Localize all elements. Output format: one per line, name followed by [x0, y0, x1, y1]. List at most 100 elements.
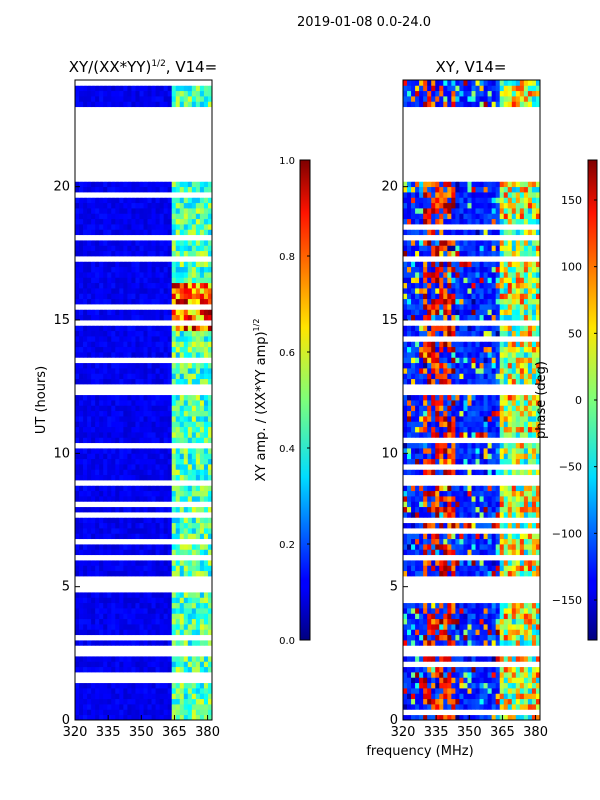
heatmap-cell	[155, 181, 161, 188]
heatmap-cell	[187, 176, 193, 182]
heatmap-cell	[111, 416, 116, 422]
heatmap-cell	[171, 544, 177, 550]
heatmap-cell	[187, 160, 193, 166]
heatmap-cell	[155, 85, 161, 92]
heatmap-cell	[203, 554, 209, 561]
colorbar-tick-label: 0.4	[279, 444, 295, 455]
heatmap-cell	[111, 512, 116, 518]
heatmap-cell	[171, 181, 177, 188]
heatmap-cell	[139, 208, 144, 214]
heatmap-cell	[131, 384, 136, 390]
heatmap-cell	[131, 213, 136, 220]
heatmap-cell	[155, 218, 161, 225]
heatmap-cell	[135, 688, 140, 694]
heatmap-cell	[95, 352, 100, 358]
heatmap-cell	[83, 229, 88, 236]
heatmap-cell	[487, 714, 493, 720]
heatmap-cell	[151, 314, 156, 321]
heatmap-cell	[111, 624, 116, 630]
heatmap-cell	[111, 234, 116, 241]
heatmap-cell	[207, 469, 212, 476]
heatmap-cell	[403, 656, 408, 662]
heatmap-cell	[163, 650, 169, 657]
heatmap-cell	[119, 704, 124, 710]
heatmap-cell	[119, 282, 124, 289]
heatmap-cell	[199, 202, 205, 209]
heatmap-cell	[207, 698, 212, 705]
heatmap-cell	[119, 426, 124, 433]
heatmap-cell	[199, 464, 205, 470]
heatmap-cell	[487, 645, 493, 652]
heatmap-cell	[83, 661, 88, 668]
heatmap-cell	[111, 325, 116, 332]
heatmap-cell	[107, 90, 112, 97]
heatmap-cell	[187, 453, 193, 460]
heatmap-cell	[499, 618, 505, 625]
heatmap-cell	[503, 688, 509, 694]
heatmap-cell	[179, 704, 185, 710]
heatmap-cell	[95, 224, 100, 230]
heatmap-cell	[139, 293, 144, 300]
heatmap-cell	[111, 448, 116, 454]
heatmap-cell	[503, 608, 509, 614]
heatmap-cell	[119, 336, 124, 342]
heatmap-cell	[139, 330, 144, 337]
heatmap-cell	[163, 186, 169, 193]
heatmap-cell	[431, 608, 436, 614]
heatmap-cell	[503, 666, 509, 673]
heatmap-cell	[87, 80, 92, 86]
heatmap-cell	[195, 378, 201, 385]
heatmap-cell	[191, 277, 197, 284]
heatmap-cell	[95, 672, 100, 678]
heatmap-cell	[171, 394, 177, 401]
heatmap-cell	[99, 544, 104, 550]
heatmap-cell	[91, 266, 96, 273]
heatmap-cell	[139, 661, 144, 668]
heatmap-cell	[91, 341, 96, 348]
heatmap-cell	[423, 714, 428, 720]
heatmap-cell	[163, 602, 169, 609]
heatmap-cell	[95, 154, 100, 161]
heatmap-cell	[183, 250, 189, 257]
heatmap-cell	[119, 346, 124, 353]
heatmap-cell	[467, 613, 472, 620]
heatmap-cell	[175, 634, 181, 641]
heatmap-cell	[131, 506, 136, 513]
heatmap-cell	[87, 560, 92, 566]
heatmap-cell	[179, 672, 185, 678]
heatmap-cell	[79, 437, 84, 444]
heatmap-cell	[187, 714, 193, 720]
heatmap-cell	[111, 432, 116, 438]
heatmap-cell	[207, 90, 212, 97]
heatmap-cell	[107, 112, 112, 118]
heatmap-cell	[203, 213, 209, 220]
heatmap-cell	[127, 528, 132, 534]
heatmap-cell	[87, 522, 92, 529]
heatmap-cell	[99, 341, 104, 348]
heatmap-cell	[123, 117, 128, 124]
heatmap-cell	[111, 576, 116, 582]
heatmap-cell	[139, 544, 144, 550]
heatmap-cell	[415, 666, 420, 673]
heatmap-cell	[443, 581, 448, 588]
heatmap-cell	[143, 437, 148, 444]
heatmap-cell	[103, 362, 108, 369]
heatmap-cell	[463, 608, 468, 614]
heatmap-cell	[187, 528, 193, 534]
heatmap-cell	[415, 586, 420, 593]
heatmap-cell	[83, 330, 88, 337]
heatmap-cell	[143, 549, 148, 556]
heatmap-cell	[151, 149, 156, 156]
heatmap-cell	[91, 453, 96, 460]
heatmap-cell	[75, 608, 80, 614]
heatmap-cell	[123, 528, 128, 534]
heatmap-cell	[123, 394, 128, 401]
heatmap-cell	[83, 384, 88, 390]
heatmap-cell	[123, 138, 128, 145]
heatmap-cell	[463, 613, 468, 620]
heatmap-cell	[131, 496, 136, 502]
heatmap-cell	[187, 688, 193, 694]
heatmap-cell	[483, 602, 489, 609]
heatmap-cell	[79, 154, 84, 161]
heatmap-cell	[439, 656, 444, 662]
